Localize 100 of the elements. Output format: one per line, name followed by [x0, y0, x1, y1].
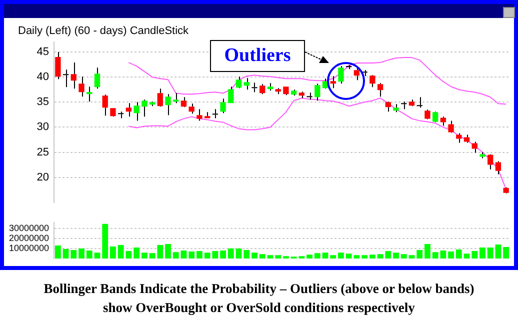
bar: [165, 244, 171, 259]
bar: [267, 255, 274, 259]
candlestick: [157, 88, 163, 106]
candlestick: [393, 104, 399, 113]
candlestick: [290, 89, 297, 96]
candlestick: [149, 102, 156, 107]
y-tick-label: 25: [36, 146, 49, 158]
bar: [196, 251, 202, 259]
y-tick-label: 20: [36, 171, 49, 184]
candlestick: [424, 109, 430, 119]
candlestick: [338, 66, 344, 84]
candlestick: [283, 86, 289, 96]
candlestick: [401, 101, 407, 110]
candlestick: [472, 141, 478, 154]
bar: [70, 250, 77, 259]
bar: [416, 250, 423, 259]
candlestick: [456, 132, 462, 144]
candlestick: [377, 82, 384, 98]
candlestick: [298, 91, 304, 99]
candlestick: [495, 160, 502, 175]
y-tick-label: 45: [36, 46, 49, 58]
bar: [94, 252, 100, 259]
bar: [149, 253, 156, 259]
candlestick: [204, 112, 210, 118]
candlestick: [228, 86, 234, 104]
bar: [424, 244, 430, 259]
bar: [188, 252, 195, 259]
candlestick: [480, 152, 486, 159]
bar: [456, 250, 462, 259]
chart-title: Daily (Left) (60 - days) CandleStick: [18, 25, 189, 37]
bar: [172, 252, 179, 259]
candlestick: [180, 96, 187, 107]
candlestick: [102, 94, 108, 116]
bar: [259, 254, 266, 259]
candlestick: [165, 94, 171, 116]
candlestick: [416, 96, 422, 108]
bar: [408, 255, 415, 259]
candlestick: [134, 102, 140, 122]
bar: [487, 248, 494, 259]
candlestick: [503, 188, 509, 193]
bar: [282, 256, 289, 259]
bar: [314, 253, 320, 259]
bar: [275, 255, 282, 259]
candlestick: [275, 88, 281, 95]
candlestick: [220, 98, 226, 114]
candlestick: [126, 102, 132, 118]
bar: [448, 252, 454, 259]
y-tick-label: 35: [36, 96, 49, 108]
candlestick: [62, 69, 69, 88]
bar: [377, 254, 384, 259]
bar: [495, 244, 502, 259]
bar: [78, 248, 84, 259]
annotation: Outliers: [210, 40, 305, 72]
bar: [102, 224, 108, 259]
bar: [54, 246, 61, 259]
y-tick-label: 10000000: [8, 243, 49, 254]
bar: [330, 255, 336, 259]
bar: [464, 254, 470, 259]
bar: [472, 251, 478, 259]
bar: [362, 255, 368, 259]
bar: [228, 248, 234, 259]
candlestick: [244, 78, 250, 90]
bar: [236, 248, 242, 259]
candlestick: [267, 82, 274, 92]
text: Bollinger Bands Indicate the Probability – Outliers (above or below bands): [42, 281, 476, 297]
y-tick-label: 20000000: [8, 232, 49, 243]
bar: [393, 252, 399, 259]
bar: [86, 250, 92, 259]
bar: [369, 254, 376, 259]
candlestick: [370, 76, 376, 88]
candlestick: [440, 116, 446, 126]
candlestick: [408, 99, 415, 106]
candlestick: [173, 92, 179, 104]
candlestick: [70, 62, 76, 90]
candlestick: [78, 76, 84, 98]
bar: [244, 250, 250, 259]
bar: [62, 249, 69, 259]
candlestick: [252, 82, 258, 93]
y-tick-label: 30: [36, 121, 49, 134]
bar: [503, 247, 510, 259]
candlestick: [196, 108, 202, 122]
bar: [322, 252, 328, 259]
candlestick: [385, 102, 391, 112]
candlestick: [464, 134, 470, 144]
y-tick-label: 30000000: [8, 222, 49, 233]
bar: [157, 245, 164, 259]
candlestick: [448, 120, 454, 132]
bar: [385, 251, 392, 259]
candlestick: [118, 111, 124, 119]
candlestick: [236, 76, 242, 88]
bar: [252, 252, 258, 259]
bar: [480, 248, 486, 259]
candlestick: [212, 108, 218, 119]
candlestick: [188, 103, 194, 114]
candlestick: [330, 76, 336, 89]
text: show OverBought or OverSold conditions respectively: [102, 300, 416, 316]
candlestick: [110, 108, 116, 116]
candlestick: [488, 154, 494, 170]
bar: [220, 250, 226, 259]
candlestick: [86, 86, 92, 102]
